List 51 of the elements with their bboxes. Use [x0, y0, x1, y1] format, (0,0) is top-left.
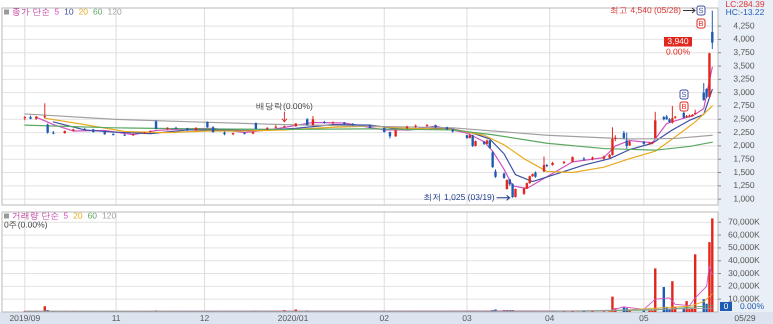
annotation: 최고 4,540 (05/28) — [610, 4, 682, 15]
y-tick-label: 4,000 — [733, 34, 755, 44]
y-tick-label: 3,500 — [733, 60, 755, 70]
y-tick-label: 70,000K — [728, 216, 760, 227]
annotation: 3,940 — [667, 36, 689, 46]
y-tick-label: 1,000 — [733, 193, 755, 204]
y-tick-label: 3,750 — [733, 46, 755, 57]
y-tick-label: 60,000K — [728, 229, 760, 240]
text: 05/29 — [734, 312, 756, 323]
y-tick-label: 4,250 — [733, 20, 755, 30]
y-tick-label: 20,000K — [728, 280, 760, 291]
text: 0 — [724, 301, 729, 312]
x-tick-label: 05 — [639, 312, 649, 323]
y-tick-label: 1,250 — [733, 180, 755, 190]
text: 5 — [54, 6, 60, 16]
y-tick-label: 40,000K — [728, 254, 760, 265]
text: LC:284.39 — [725, 0, 765, 9]
text: HC:-13.22 — [726, 6, 765, 17]
y-tick-label: 1,500 — [733, 166, 755, 177]
text: 60 — [88, 210, 98, 220]
annotation: 0.00% — [666, 46, 690, 56]
x-tick-label: 2020/01 — [278, 312, 309, 323]
y-tick-label: 1,750 — [733, 153, 755, 164]
text: 0.00% — [740, 301, 764, 312]
x-tick-label: 2019/09 — [9, 312, 40, 323]
y-tick-label: 2,250 — [733, 126, 755, 137]
annotation: 배당락(0.00%) — [256, 100, 313, 111]
annotation: 최저 1,025 (03/19) — [424, 192, 495, 202]
legend-title: 종가 단순 — [12, 6, 50, 16]
y-tick-label: 50,000K — [728, 242, 760, 252]
y-tick-label: 10,000K — [728, 293, 760, 304]
text: 10 — [64, 6, 74, 16]
y-tick-label: 3,250 — [733, 74, 755, 84]
text: 5 — [63, 210, 68, 220]
x-tick-label: 12 — [200, 312, 210, 323]
text: 20 — [78, 6, 88, 16]
text: 120 — [108, 6, 122, 16]
text: 20 — [73, 210, 83, 220]
text: 60 — [93, 6, 103, 16]
y-tick-label: 2,500 — [733, 114, 755, 124]
text: 120 — [102, 210, 116, 220]
y-tick-label: 2,000 — [733, 140, 755, 150]
annotation: 0주(0.00%) — [4, 219, 48, 230]
legend-title: 거래량 단순 — [12, 210, 60, 220]
x-tick-label: 04 — [544, 312, 555, 323]
y-tick-label: 3,000 — [733, 86, 755, 97]
x-tick-label: 11 — [112, 312, 121, 323]
y-tick-label: 30,000K — [728, 268, 760, 278]
x-tick-label: 03 — [462, 312, 472, 323]
y-tick-label: 2,750 — [733, 100, 755, 110]
x-tick-label: 02 — [380, 312, 390, 323]
